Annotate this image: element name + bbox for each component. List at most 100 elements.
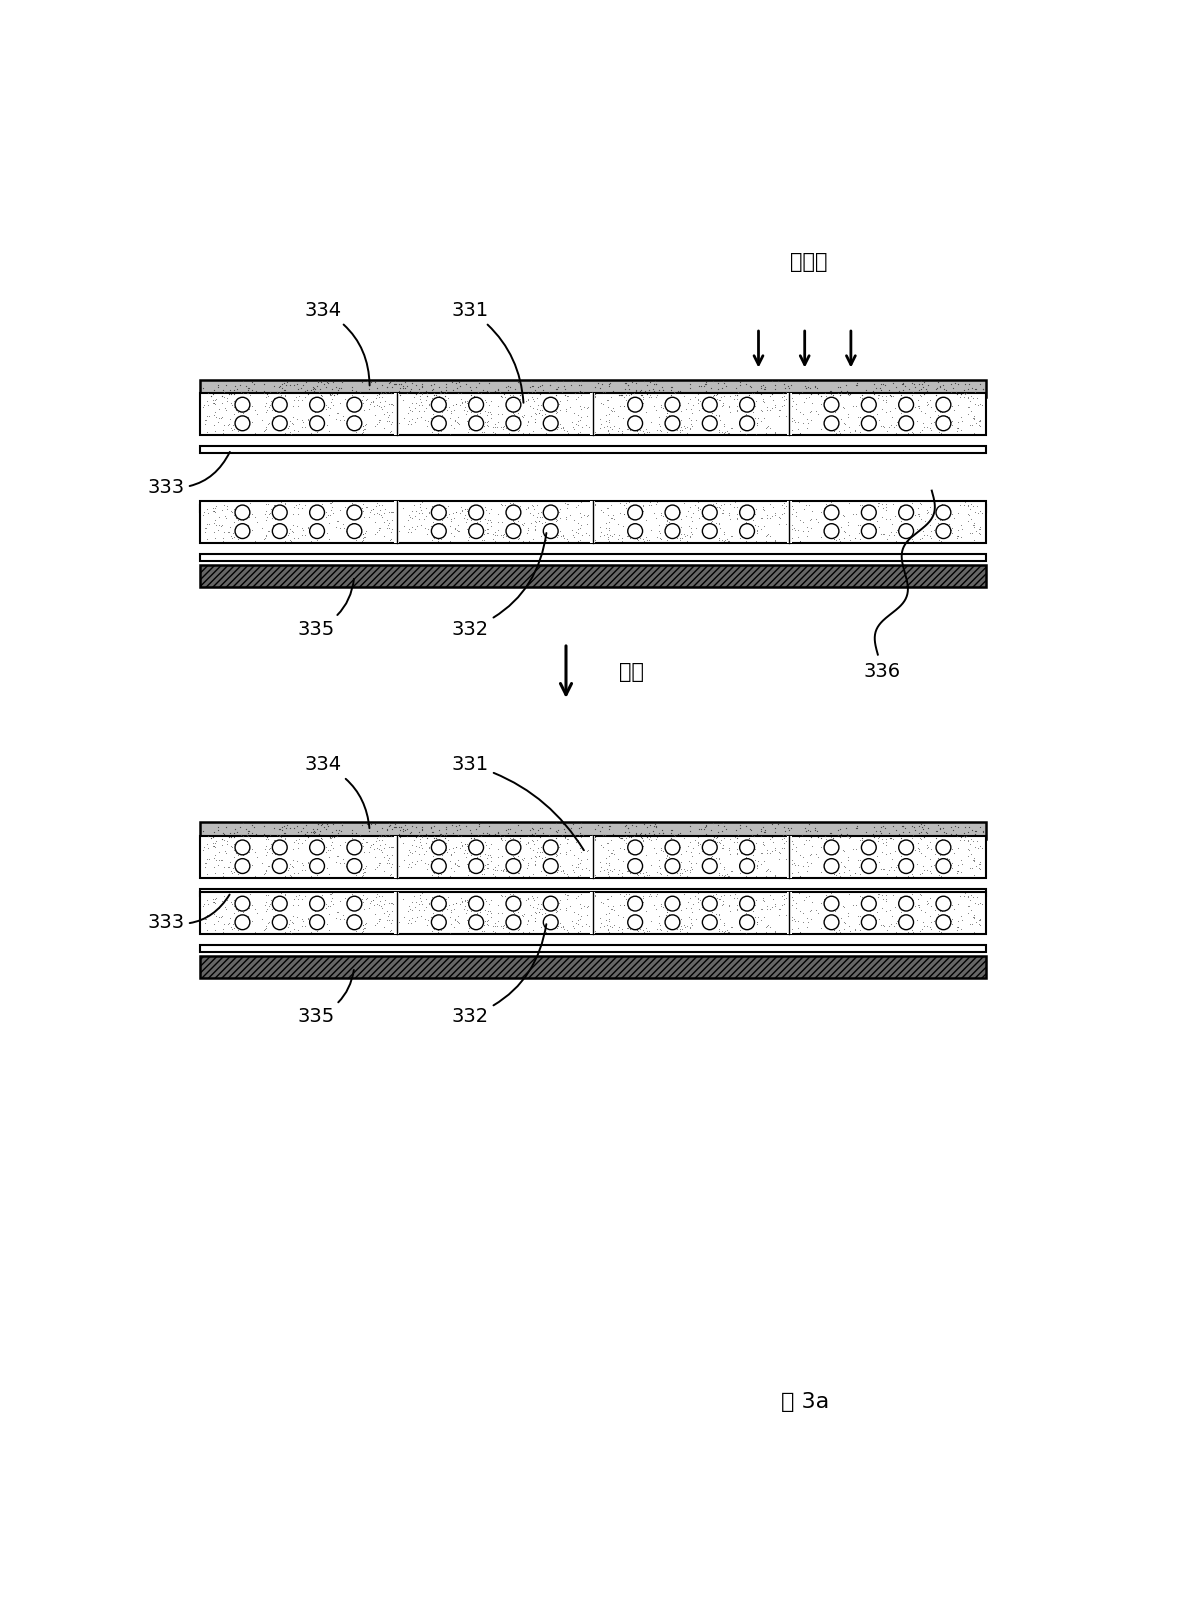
Point	[384, 900, 403, 925]
Point	[928, 403, 947, 429]
Point	[806, 374, 825, 400]
Point	[782, 385, 801, 411]
Point	[547, 825, 565, 851]
Point	[274, 888, 293, 914]
Point	[688, 824, 707, 849]
Point	[408, 406, 426, 432]
Point	[940, 903, 959, 929]
Point	[765, 830, 783, 856]
Point	[435, 832, 454, 858]
Point	[741, 903, 760, 929]
Point	[461, 904, 479, 930]
Point	[444, 523, 463, 549]
Point	[839, 404, 858, 430]
Point	[796, 819, 815, 845]
Point	[337, 853, 356, 879]
Point	[969, 851, 988, 877]
Point	[854, 853, 873, 879]
Point	[499, 913, 518, 938]
Point	[464, 835, 483, 861]
Point	[626, 403, 644, 429]
Point	[282, 864, 300, 890]
Point	[425, 505, 444, 531]
Point	[393, 817, 412, 843]
Point	[362, 369, 380, 395]
Point	[624, 848, 643, 874]
Circle shape	[431, 505, 446, 519]
Point	[627, 812, 646, 838]
Point	[613, 382, 631, 408]
Point	[423, 401, 442, 427]
Point	[477, 845, 496, 870]
Point	[823, 825, 842, 851]
Point	[441, 513, 459, 539]
Point	[263, 404, 282, 430]
Point	[644, 814, 663, 840]
Point	[859, 409, 878, 435]
Point	[384, 508, 403, 534]
Point	[766, 893, 785, 919]
Point	[703, 811, 722, 837]
Point	[304, 817, 323, 843]
Point	[422, 372, 441, 398]
Point	[293, 853, 312, 879]
Point	[908, 516, 927, 542]
Point	[728, 379, 747, 404]
Point	[686, 883, 704, 909]
Circle shape	[310, 505, 324, 519]
Point	[489, 908, 508, 934]
Point	[542, 388, 561, 414]
Point	[547, 843, 565, 869]
Point	[962, 375, 981, 401]
Point	[780, 492, 799, 518]
Point	[688, 828, 707, 854]
Point	[761, 896, 780, 922]
Point	[209, 851, 227, 877]
Point	[659, 387, 677, 413]
Point	[524, 887, 543, 913]
Point	[324, 392, 343, 417]
Point	[747, 388, 766, 414]
Point	[839, 401, 858, 427]
Circle shape	[310, 914, 324, 930]
Point	[326, 515, 345, 540]
Point	[306, 495, 325, 521]
Point	[966, 819, 985, 845]
Point	[894, 885, 913, 911]
Point	[522, 403, 541, 429]
Point	[488, 914, 507, 940]
Point	[510, 859, 529, 885]
Point	[627, 861, 646, 887]
Point	[489, 377, 508, 403]
Point	[948, 518, 967, 544]
Point	[368, 882, 386, 908]
Point	[808, 375, 827, 401]
Point	[756, 914, 775, 940]
Point	[198, 526, 217, 552]
Point	[628, 917, 647, 943]
Point	[589, 812, 608, 838]
Point	[948, 523, 967, 549]
Point	[499, 413, 518, 438]
Point	[681, 371, 700, 396]
Point	[362, 812, 380, 838]
Point	[637, 824, 656, 849]
Point	[973, 375, 992, 401]
Point	[240, 505, 259, 531]
Point	[225, 845, 244, 870]
Point	[955, 883, 974, 909]
Point	[227, 411, 246, 437]
Point	[198, 830, 217, 856]
Point	[412, 500, 431, 526]
Point	[523, 374, 542, 400]
Point	[911, 419, 929, 445]
Point	[869, 825, 888, 851]
Point	[225, 395, 244, 421]
Point	[206, 898, 225, 924]
Point	[820, 892, 839, 917]
Circle shape	[702, 416, 717, 430]
Point	[626, 903, 644, 929]
Point	[899, 527, 918, 553]
Point	[676, 396, 695, 422]
Point	[826, 506, 845, 532]
